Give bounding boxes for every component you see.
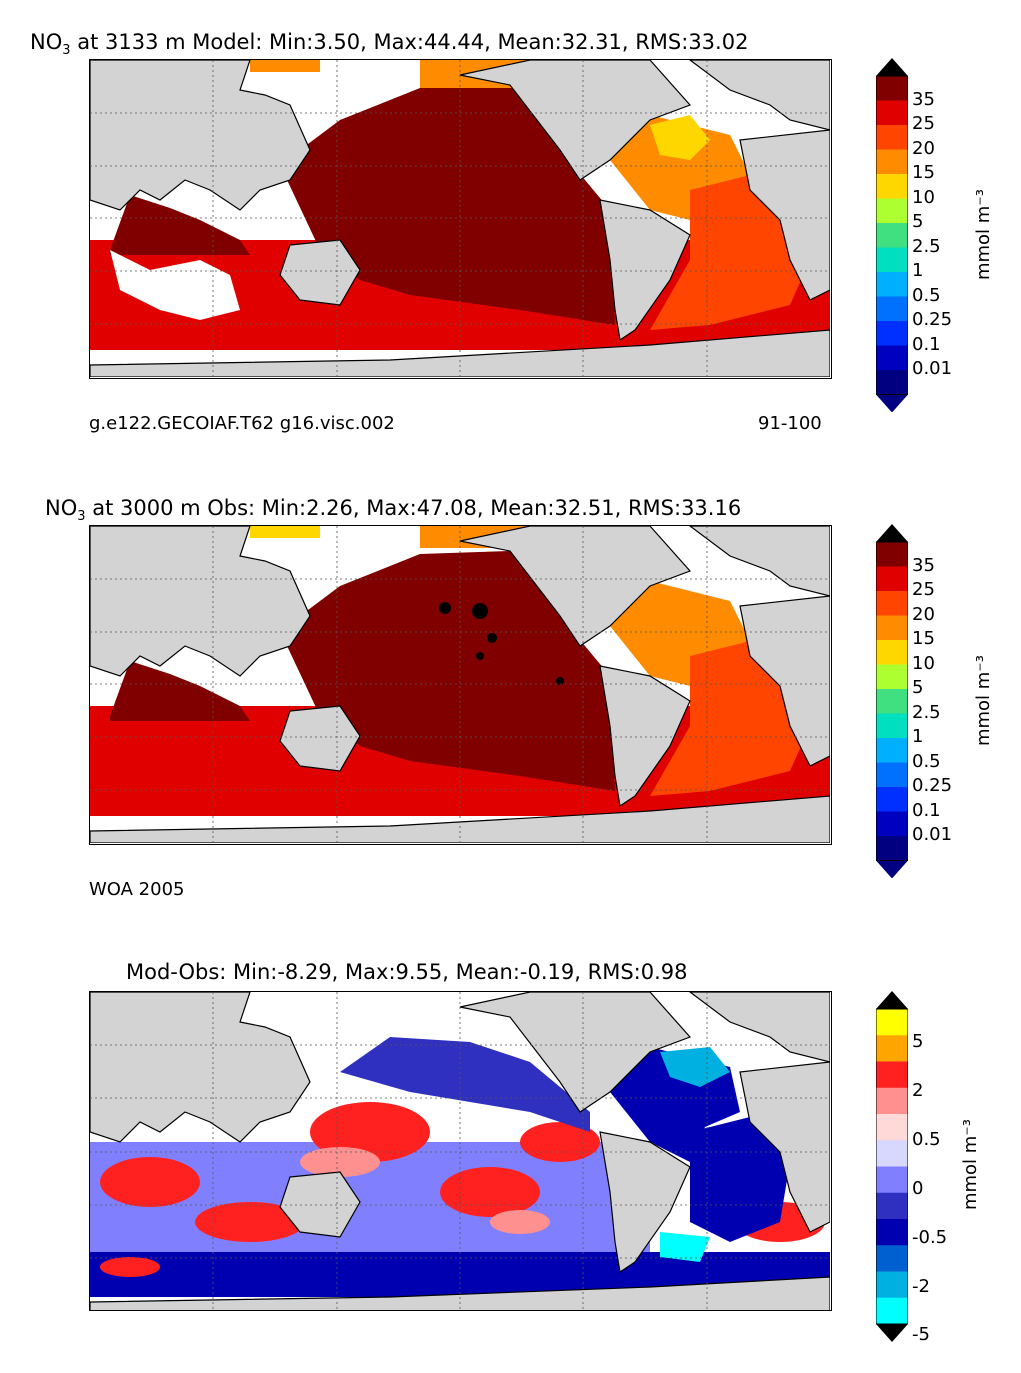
colorbar-block — [876, 125, 908, 150]
colorbar-blocks — [876, 524, 908, 878]
colorbar-block — [876, 1192, 908, 1220]
colorbar-block — [876, 296, 908, 322]
colorbar-block — [876, 198, 908, 224]
difference-colorbar-tick-label: 0 — [912, 1177, 924, 1199]
colorbar-tick-label: 20 — [912, 603, 935, 625]
colorbar-tick-label: 0.5 — [912, 284, 941, 306]
difference-colorbar — [876, 991, 908, 1342]
colorbar-block — [876, 640, 908, 665]
colorbar-tick-label: 1 — [912, 726, 924, 747]
colorbar-tick-label: 10 — [912, 186, 935, 208]
colorbar-block — [876, 566, 908, 592]
colorbar-block — [876, 591, 908, 616]
panel-3-title: Mod-Obs: Min:-8.29, Max:9.55, Mean:-0.19… — [126, 960, 688, 984]
colorbar-block — [876, 542, 908, 567]
model-case-name: g.e122.GECOIAF.T62 g16.visc.002 — [89, 413, 395, 434]
colorbar-block — [876, 787, 908, 812]
colorbar-tick-label: 10 — [912, 652, 935, 674]
difference-colorbar-tick-label: -2 — [912, 1275, 930, 1297]
colorbar-arrow-top — [876, 991, 908, 1009]
colorbar-block — [876, 1297, 908, 1325]
model-map-canvas — [90, 60, 830, 377]
colorbar-tick-label: 20 — [912, 137, 935, 159]
colorbar-arrow-bottom — [876, 1324, 908, 1342]
colorbar-block — [876, 1061, 908, 1089]
difference-colorbar-tick-label: 0.5 — [912, 1129, 941, 1151]
colorbar-tick-label: 5 — [912, 211, 924, 232]
colorbar-tick-label: 25 — [912, 579, 935, 600]
colorbar-block — [876, 762, 908, 788]
colorbar-tick-label: 5 — [912, 677, 924, 698]
colorbar-blocks — [876, 58, 908, 412]
colorbar-arrow-top — [876, 524, 908, 542]
colorbar-tick-label: 0.1 — [912, 799, 941, 821]
colorbar-block — [876, 1035, 908, 1062]
concentration-colorbar-2 — [876, 524, 908, 878]
colorbar-arrow-bottom — [876, 394, 908, 412]
colorbar-block — [876, 223, 908, 248]
difference-colorbar-tick-label: 2 — [912, 1080, 924, 1102]
colorbar-tick-label: 0.25 — [912, 309, 953, 330]
obs-map — [89, 525, 832, 845]
colorbar-block — [876, 174, 908, 199]
difference-colorbar-tick-label: 5 — [912, 1031, 924, 1053]
colorbar-block — [876, 1140, 908, 1167]
difference-colorbar-units: mmol m⁻³ — [960, 1118, 982, 1211]
obs-map-canvas — [90, 526, 830, 843]
difference-colorbar-tick-label: -0.5 — [912, 1226, 948, 1248]
colorbar-block — [876, 1087, 908, 1115]
colorbar-tick-label: 0.1 — [912, 333, 941, 355]
colorbar-tick-label: 0.01 — [912, 358, 953, 379]
colorbar-block — [876, 1219, 908, 1246]
model-years: 91-100 — [758, 413, 822, 434]
obs-source: WOA 2005 — [89, 879, 185, 900]
difference-map-canvas — [90, 992, 830, 1310]
colorbar-block — [876, 836, 908, 861]
model-map — [89, 59, 832, 379]
colorbar-block — [876, 811, 908, 837]
colorbar-tick-label: 0.5 — [912, 750, 941, 772]
difference-colorbar-blocks — [876, 991, 908, 1342]
panel-2-title: NO3 at 3000 m Obs: Min:2.26, Max:47.08, … — [45, 496, 742, 525]
colorbar-tick-label: 0.01 — [912, 824, 953, 845]
colorbar-block — [876, 149, 908, 175]
colorbar-block — [876, 1271, 908, 1299]
colorbar-tick-label: 2.5 — [912, 701, 941, 723]
colorbar-block — [876, 76, 908, 101]
colorbar-tick-label: 35 — [912, 88, 935, 110]
colorbar-block — [876, 1166, 908, 1194]
colorbar-block — [876, 738, 908, 763]
colorbar-block — [876, 272, 908, 297]
colorbar-block — [876, 1114, 908, 1141]
colorbar-tick-label: 25 — [912, 113, 935, 134]
colorbar-block — [876, 713, 908, 739]
colorbar-tick-label: 0.25 — [912, 775, 953, 796]
colorbar-arrow-top — [876, 58, 908, 76]
difference-map — [89, 991, 832, 1311]
colorbar-block — [876, 100, 908, 126]
colorbar-arrow-bottom — [876, 860, 908, 878]
panel-1-title: NO3 at 3133 m Model: Min:3.50, Max:44.44… — [30, 30, 749, 59]
colorbar-block — [876, 689, 908, 714]
colorbar-block — [876, 1009, 908, 1036]
colorbar-block — [876, 321, 908, 346]
colorbar-block — [876, 615, 908, 641]
colorbar-tick-label: 2.5 — [912, 235, 941, 257]
colorbar-block — [876, 1245, 908, 1272]
colorbar-block — [876, 370, 908, 395]
colorbar-tick-label: 15 — [912, 628, 935, 649]
colorbar-tick-label: 1 — [912, 260, 924, 281]
colorbar-block — [876, 345, 908, 371]
difference-colorbar-tick-label: -5 — [912, 1324, 930, 1346]
colorbar-tick-label: 35 — [912, 554, 935, 576]
colorbar-block — [876, 247, 908, 273]
concentration-colorbar-1 — [876, 58, 908, 412]
colorbar-tick-label: 15 — [912, 162, 935, 183]
colorbar-2-units: mmol m⁻³ — [973, 654, 995, 747]
colorbar-1-units: mmol m⁻³ — [973, 188, 995, 281]
colorbar-block — [876, 664, 908, 690]
